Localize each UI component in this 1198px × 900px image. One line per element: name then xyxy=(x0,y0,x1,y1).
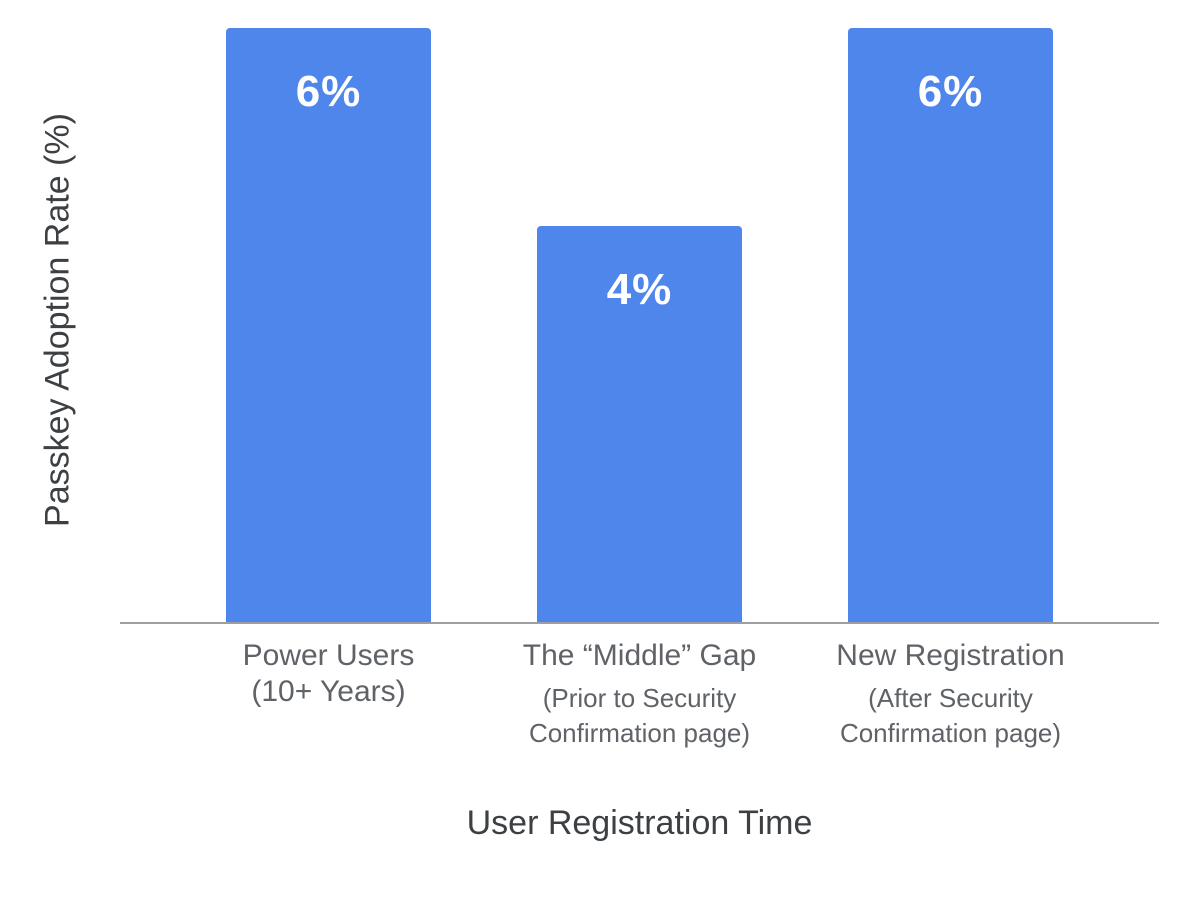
bar-1: 6% xyxy=(226,28,431,622)
x-axis-line xyxy=(120,622,1159,624)
bar-3: 6% xyxy=(848,28,1053,622)
x-axis-title: User Registration Time xyxy=(466,804,813,842)
category-label-1: Power Users (10+ Years) xyxy=(226,638,431,751)
bars-container: 6% 4% 6% xyxy=(120,28,1159,622)
category-main-text: New Registration xyxy=(836,639,1065,672)
bar-2: 4% xyxy=(537,226,742,622)
category-labels-container: Power Users (10+ Years) The “Middle” Gap (P… xyxy=(120,638,1159,751)
bar-value-label: 4% xyxy=(606,265,673,314)
bar-value-label: 6% xyxy=(917,67,984,116)
bar-value-label: 6% xyxy=(295,67,362,116)
category-main-text: Power Users (10+ Years) xyxy=(242,639,415,708)
category-main-text: The “Middle” Gap xyxy=(522,639,757,672)
y-axis-title: Passkey Adoption Rate (%) xyxy=(38,113,77,527)
category-label-2: The “Middle” Gap (Prior to Security Confir… xyxy=(523,638,756,751)
category-sub-text: (Prior to Security Confirmation page) xyxy=(528,683,751,748)
category-sub-text: (After Security Confirmation page) xyxy=(839,683,1062,748)
category-label-3: New Registration (After Security Confirmat… xyxy=(836,638,1064,751)
